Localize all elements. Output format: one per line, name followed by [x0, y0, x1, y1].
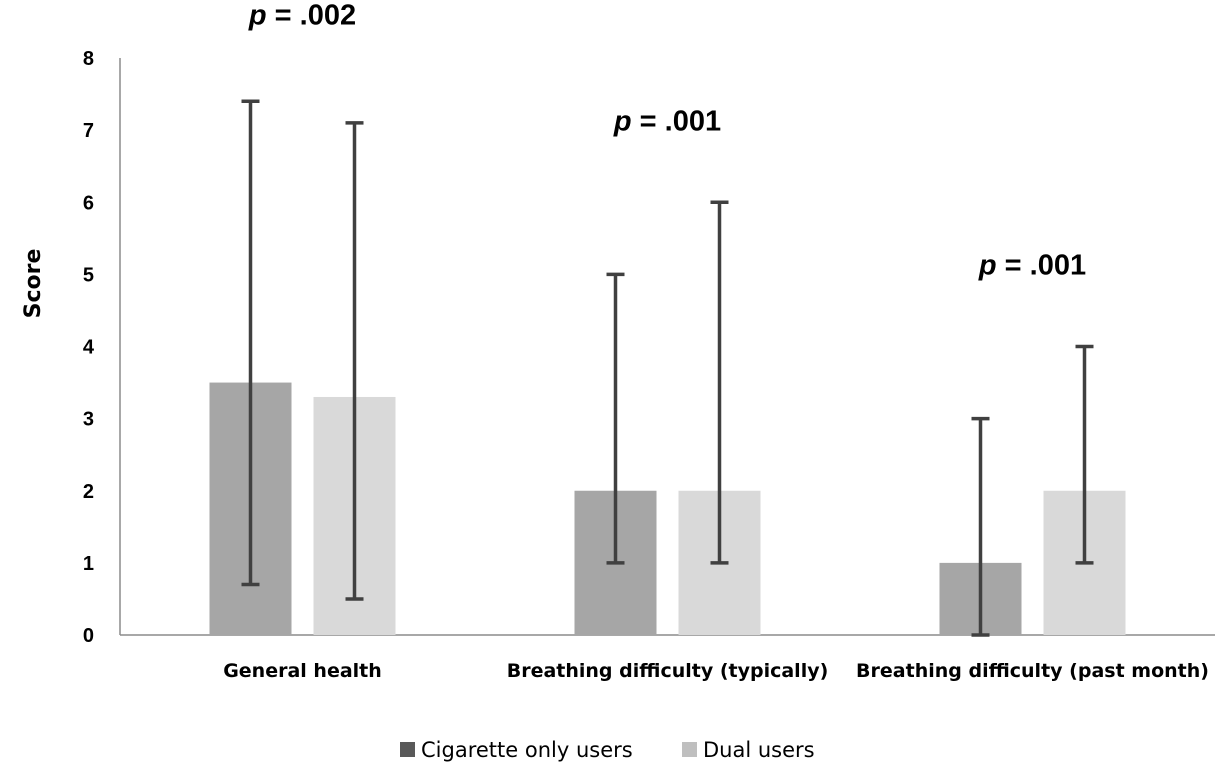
axes — [119, 58, 1215, 636]
error-bar — [971, 416, 990, 637]
error-bar — [606, 272, 625, 565]
y-tick-label: 8 — [83, 48, 94, 70]
p-value: = .001 — [997, 250, 1087, 282]
p-value: = .001 — [632, 105, 722, 137]
error-bar — [1075, 344, 1094, 565]
y-axis-title: Score — [21, 249, 46, 319]
legend-label-dual: Dual users — [703, 738, 815, 762]
legend-swatch-cigarette-only — [400, 742, 415, 757]
bars — [209, 382, 1126, 635]
p-value-annotation: p = .002 — [248, 0, 356, 31]
p-symbol: p — [248, 0, 267, 31]
error-bar — [345, 121, 364, 601]
error-bar — [241, 99, 260, 587]
labels: 0 1 2 3 4 5 6 7 8 Score General health Breathing di… — [21, 48, 1209, 682]
legend-swatch-dual — [682, 742, 697, 757]
error-bars — [241, 99, 1094, 637]
p-value-annotation: p = .001 — [613, 105, 721, 137]
p-symbol: p — [978, 250, 997, 282]
p-value: = .002 — [267, 0, 357, 31]
x-category-label: General health — [223, 660, 382, 682]
x-category-label: Breathing difficulty (typically) — [507, 660, 829, 682]
y-tick-label: 5 — [83, 264, 94, 286]
y-tick-label: 4 — [83, 337, 95, 359]
y-tick-label: 3 — [83, 409, 94, 431]
y-tick-label: 0 — [83, 625, 94, 647]
legend: Cigarette only users Dual users — [400, 738, 815, 762]
y-tick-label: 1 — [83, 553, 94, 575]
p-value-annotation: p = .001 — [978, 250, 1086, 282]
error-bar — [710, 200, 729, 565]
x-category-label: Breathing difficulty (past month) — [856, 660, 1209, 682]
legend-label-cigarette-only: Cigarette only users — [421, 738, 633, 762]
y-tick-label: 2 — [83, 481, 94, 503]
p-symbol: p — [613, 105, 632, 137]
y-tick-label: 6 — [83, 192, 94, 214]
y-tick-label: 7 — [83, 120, 94, 142]
